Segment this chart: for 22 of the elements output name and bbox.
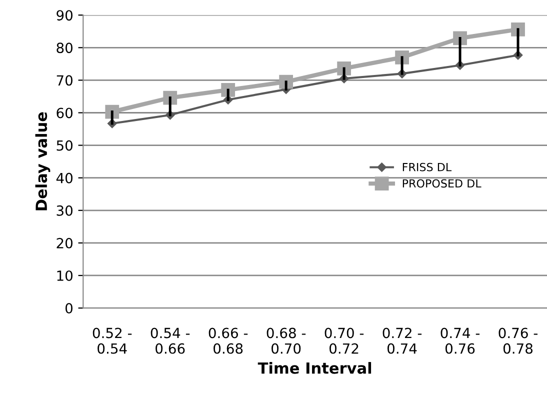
y-tick-label: 70 <box>56 75 72 86</box>
x-tick-label: 0.70 - 0.72 <box>324 328 364 354</box>
x-tick-label: 0.72 - 0.74 <box>382 328 422 354</box>
x-tick-label: 0.66 - 0.68 <box>208 328 248 354</box>
x-tick-label: 0.76 - 0.78 <box>498 328 538 354</box>
y-axis-title: Delay value <box>35 112 50 210</box>
x-tick-label: 0.74 - 0.76 <box>440 328 480 354</box>
x-tick-label: 0.52 - 0.54 <box>92 328 132 354</box>
legend-label: PROPOSED DL <box>402 179 482 188</box>
y-tick-label: 0 <box>66 303 72 314</box>
x-tick-label: 0.68 - 0.70 <box>266 328 306 354</box>
y-tick-label: 20 <box>56 238 72 248</box>
y-tick-label: 10 <box>57 270 72 281</box>
legend-label: FRISS DL <box>402 162 452 172</box>
y-tick-label: 90 <box>56 10 72 21</box>
y-tick-label: 80 <box>56 42 72 54</box>
x-axis-title: Time Interval <box>258 362 372 374</box>
y-tick-label: 60 <box>56 108 72 118</box>
x-tick-label: 0.54 - 0.66 <box>150 328 190 354</box>
y-tick-label: 40 <box>56 172 72 184</box>
y-tick-label: 50 <box>56 140 72 151</box>
y-tick-label: 30 <box>56 205 72 216</box>
